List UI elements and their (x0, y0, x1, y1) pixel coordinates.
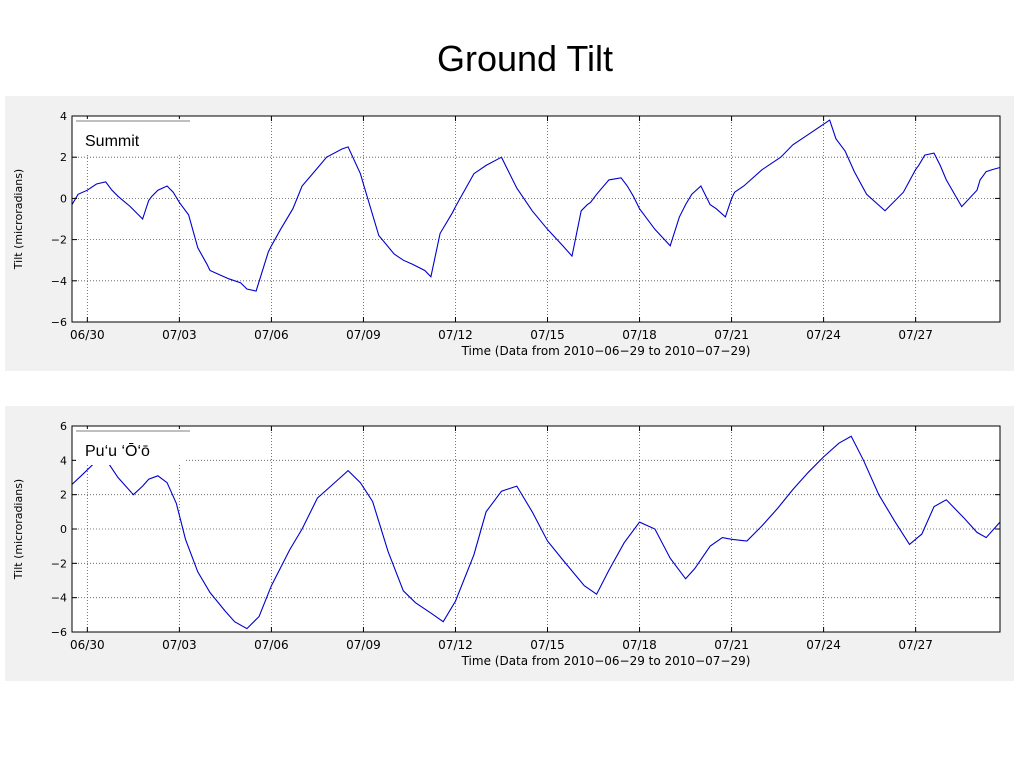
y-tick-label: −6 (51, 316, 67, 329)
y-axis-label: Tilt (microradians) (12, 169, 25, 270)
x-tick-label: 06/30 (70, 328, 105, 342)
legend-label: Pu‘u ‘Ō‘ō (85, 442, 150, 460)
y-tick-label: 0 (60, 523, 67, 536)
puu-oo-tilt-chart: 06/30 07/03 07/06 07/09 07/12 07/15 07/18 07/21… (12, 420, 1001, 668)
y-axis-label: Tilt (microradians) (12, 479, 25, 580)
y-tick-label: −2 (51, 234, 67, 247)
x-axis-label: Time (Data from 2010−06−29 to 2010−07−29… (461, 344, 751, 358)
x-tick-label: 07/21 (714, 638, 749, 652)
x-tick-label: 07/09 (346, 328, 381, 342)
y-tick-label: 6 (60, 420, 67, 433)
x-tick-label: 07/27 (898, 638, 933, 652)
y-tick-label: −6 (51, 626, 67, 639)
x-tick-label: 07/06 (254, 328, 289, 342)
legend-box (76, 429, 184, 465)
plot-area (72, 116, 1000, 322)
x-tick-label: 07/03 (162, 328, 197, 342)
x-tick-label: 07/06 (254, 638, 289, 652)
page-title: Ground Tilt (436, 38, 614, 79)
x-tick-label: 06/30 (70, 638, 105, 652)
x-tick-label: 07/15 (530, 328, 565, 342)
x-tick-label: 07/24 (806, 328, 841, 342)
y-tick-label: 0 (60, 192, 67, 205)
x-tick-label: 07/03 (162, 638, 197, 652)
x-tick-label: 07/09 (346, 638, 381, 652)
series-line (71, 119, 1001, 292)
x-tick-label: 07/12 (438, 328, 473, 342)
legend-label: Summit (85, 133, 140, 150)
x-tick-label: 07/15 (530, 638, 565, 652)
axes-frame (71, 115, 1001, 323)
series-line (71, 435, 1001, 630)
y-tick-label: 4 (60, 454, 67, 467)
x-tick-label: 07/27 (898, 328, 933, 342)
legend-box (76, 119, 184, 155)
plot-area (72, 426, 1000, 632)
y-tick-label: 4 (60, 110, 67, 123)
x-tick-label: 07/18 (622, 638, 657, 652)
x-tick-label: 07/12 (438, 638, 473, 652)
summit-chart-panel: 06/30 07/03 07/06 07/09 07/12 07/15 07/18 07/21… (5, 96, 1014, 371)
y-tick-label: −4 (51, 592, 67, 605)
y-tick-label: 2 (60, 151, 67, 164)
x-axis-label: Time (Data from 2010−06−29 to 2010−07−29… (461, 654, 751, 668)
puu-oo-chart-panel: 06/30 07/03 07/06 07/09 07/12 07/15 07/18 07/21… (5, 406, 1014, 681)
y-tick-label: −2 (51, 557, 67, 570)
x-tick-label: 07/24 (806, 638, 841, 652)
y-tick-label: −4 (51, 275, 67, 288)
y-tick-label: 2 (60, 489, 67, 502)
summit-tilt-chart: 06/30 07/03 07/06 07/09 07/12 07/15 07/18 07/21… (12, 110, 1001, 358)
x-tick-label: 07/18 (622, 328, 657, 342)
x-tick-label: 07/21 (714, 328, 749, 342)
